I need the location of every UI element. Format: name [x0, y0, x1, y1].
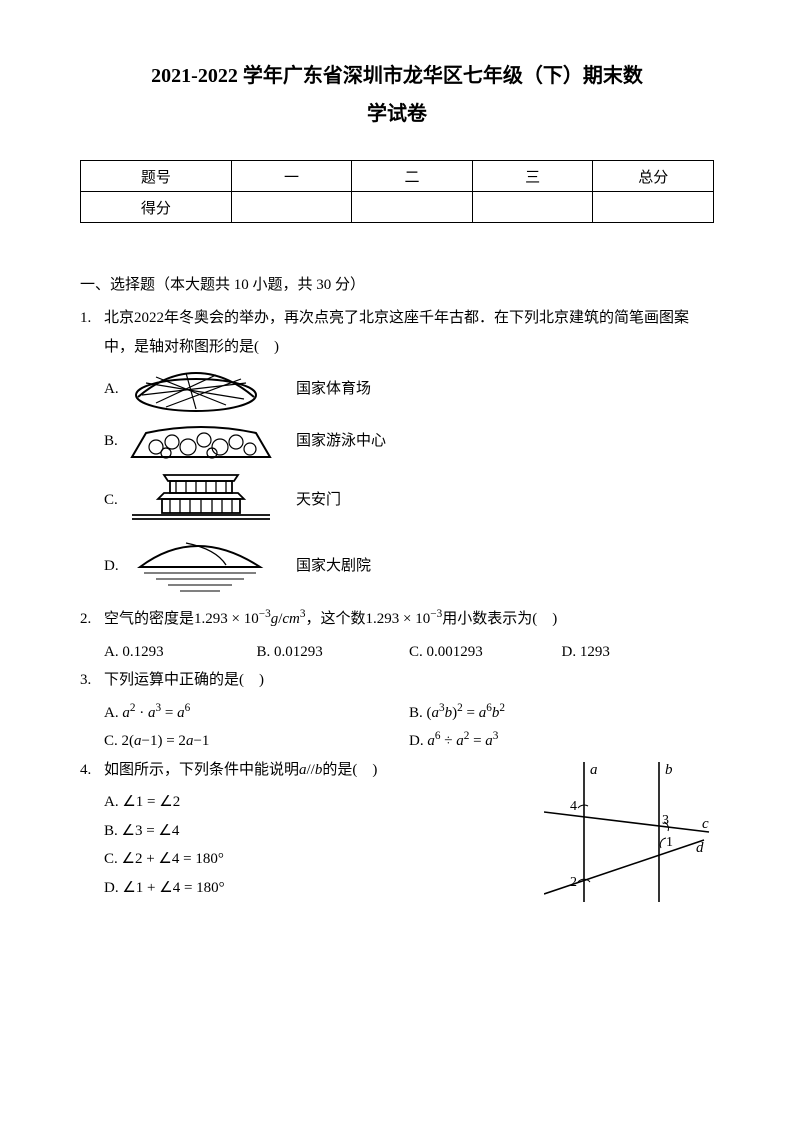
fig-label-4: 4	[570, 799, 577, 814]
q1-optB: B. 国家游泳中心	[104, 417, 714, 465]
q4-text: 如图所示，下列条件中能说明a//b的是( )	[104, 756, 544, 785]
q3-optC: C. 2(a−1) = 2a−1	[104, 727, 409, 756]
score-row: 得分	[81, 192, 714, 223]
fig-label-1: 1	[666, 835, 673, 850]
q1-optA-label: A.	[104, 375, 126, 404]
q1-optC-label: C.	[104, 486, 126, 515]
q4-optD: D. ∠1 + ∠4 = 180°	[104, 874, 544, 903]
q4-optC: C. ∠2 + ∠4 = 180°	[104, 845, 544, 874]
q3-row1: A. a2 · a3 = a6 B. (a3b)2 = a6b2	[104, 699, 714, 728]
q2-optD: D. 1293	[562, 638, 715, 667]
q3: 3. 下列运算中正确的是( )	[80, 666, 714, 695]
q1: 1. 北京2022年冬奥会的举办，再次点亮了北京这座千年古都．在下列北京建筑的简…	[80, 304, 714, 361]
q3-num: 3.	[80, 666, 104, 695]
score-r2	[352, 192, 473, 223]
score-h1: 一	[231, 161, 352, 192]
q2-optC: C. 0.001293	[409, 638, 562, 667]
q1-optD: D. 国家大剧院	[104, 535, 714, 597]
q1-optD-label: D.	[104, 552, 126, 581]
q1-optA-cap: 国家体育场	[296, 375, 371, 404]
score-r0: 得分	[81, 192, 232, 223]
q1-text: 北京2022年冬奥会的举办，再次点亮了北京这座千年古都．在下列北京建筑的简笔画图…	[104, 304, 714, 361]
q1-optD-cap: 国家大剧院	[296, 552, 371, 581]
score-r1	[231, 192, 352, 223]
score-h4: 总分	[593, 161, 714, 192]
q2-num: 2.	[80, 605, 104, 634]
q4-optA: A. ∠1 = ∠2	[104, 788, 544, 817]
q1-optB-label: B.	[104, 427, 126, 456]
fig-label-c: c	[702, 816, 709, 832]
q3-optB: B. (a3b)2 = a6b2	[409, 699, 714, 728]
stadium-icon	[126, 365, 276, 413]
q1-num: 1.	[80, 304, 104, 333]
score-h3: 三	[472, 161, 593, 192]
score-r3	[472, 192, 593, 223]
score-header-row: 题号 一 二 三 总分	[81, 161, 714, 192]
score-h2: 二	[352, 161, 473, 192]
page-title-line2: 学试卷	[80, 98, 714, 130]
section-1-heading: 一、选择题（本大题共 10 小题，共 30 分）	[80, 273, 714, 294]
q1-optB-cap: 国家游泳中心	[296, 427, 386, 456]
q3-text: 下列运算中正确的是( )	[104, 666, 714, 695]
aquatics-icon	[126, 417, 276, 465]
fig-label-d: d	[696, 840, 704, 856]
fig-label-b: b	[665, 762, 673, 778]
fig-label-2: 2	[570, 875, 577, 890]
q2-options: A. 0.1293 B. 0.01293 C. 0.001293 D. 1293	[104, 638, 714, 667]
q3-row2: C. 2(a−1) = 2a−1 D. a6 ÷ a2 = a3	[104, 727, 714, 756]
q2-text: 空气的密度是1.293 × 10−3g/cm3，这个数1.293 × 10−3用…	[104, 605, 714, 634]
q2-optA: A. 0.1293	[104, 638, 257, 667]
q4-num: 4.	[80, 756, 104, 785]
q2-optB: B. 0.01293	[257, 638, 410, 667]
score-r4	[593, 192, 714, 223]
q4: 4. 如图所示，下列条件中能说明a//b的是( ) A. ∠1 = ∠2 B. …	[80, 756, 714, 912]
score-table: 题号 一 二 三 总分 得分	[80, 160, 714, 223]
fig-label-a: a	[590, 762, 598, 778]
q3-optA: A. a2 · a3 = a6	[104, 699, 409, 728]
q1-optA: A. 国家体育场	[104, 365, 714, 413]
q3-optD: D. a6 ÷ a2 = a3	[409, 727, 714, 756]
q1-optC: C. 天安门	[104, 469, 714, 531]
page-title-line1: 2021-2022 学年广东省深圳市龙华区七年级（下）期末数	[80, 60, 714, 92]
q4-figure: a b c d 4 3 1 2	[544, 762, 714, 912]
q2: 2. 空气的密度是1.293 × 10−3g/cm3，这个数1.293 × 10…	[80, 605, 714, 634]
q4-optB: B. ∠3 = ∠4	[104, 817, 544, 846]
q1-optC-cap: 天安门	[296, 486, 341, 515]
tiananmen-icon	[126, 469, 276, 531]
score-h0: 题号	[81, 161, 232, 192]
theatre-icon	[126, 535, 276, 597]
